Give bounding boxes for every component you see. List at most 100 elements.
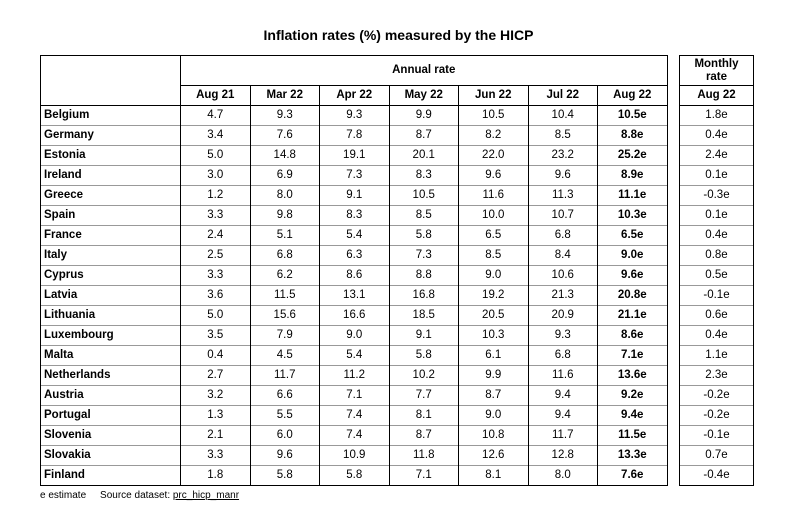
value-cell: 11.2 [319,365,390,386]
value-cell: 13.3e [597,445,668,466]
monthly-value-cell: 0.7e [679,445,754,466]
monthly-row: 0.1e [679,165,754,186]
value-cell: 9.6 [527,165,598,186]
monthly-value-cell: -0.1e [679,285,754,306]
value-cell: 14.8 [249,145,320,166]
monthly-value-cell: 2.4e [679,145,754,166]
monthly-value-cell: 1.1e [679,345,754,366]
table-row: Greece 1.2 8.0 9.1 10.5 11.6 11.3 11.1e [40,185,668,206]
value-cell: 6.0 [249,425,320,446]
country-cell: Malta [40,345,181,366]
country-cell: Slovenia [40,425,181,446]
table-row: Belgium 4.7 9.3 9.3 9.9 10.5 10.4 10.5e [40,105,668,126]
monthly-value-cell: 0.4e [679,125,754,146]
monthly-row: 0.5e [679,265,754,286]
value-cell: 8.2 [458,125,529,146]
value-cell: 7.9 [249,325,320,346]
value-cell: 2.1 [180,425,251,446]
country-cell: Portugal [40,405,181,426]
value-cell: 15.6 [249,305,320,326]
value-cell: 8.7 [458,385,529,406]
column-header: Aug 21 [180,85,251,106]
column-header: Mar 22 [249,85,320,106]
value-cell: 10.5 [458,105,529,126]
table-row: Lithuania 5.0 15.6 16.6 18.5 20.5 20.9 21.1e [40,305,668,326]
value-cell: 7.6e [597,465,668,486]
value-cell: 8.7 [388,425,459,446]
value-cell: 6.5 [458,225,529,246]
value-cell: 8.6e [597,325,668,346]
monthly-value-cell: 0.1e [679,205,754,226]
country-cell: Latvia [40,285,181,306]
value-cell: 0.4 [180,345,251,366]
value-cell: 10.2 [388,365,459,386]
value-cell: 10.0 [458,205,529,226]
country-cell: Cyprus [40,265,181,286]
country-cell: Belgium [40,105,181,126]
value-cell: 19.1 [319,145,390,166]
value-cell: 3.5 [180,325,251,346]
value-cell: 7.3 [319,165,390,186]
value-cell: 7.6 [249,125,320,146]
value-cell: 8.9e [597,165,668,186]
value-cell: 7.7 [388,385,459,406]
monthly-row: 1.8e [679,105,754,126]
value-cell: 6.1 [458,345,529,366]
value-cell: 5.0 [180,305,251,326]
country-cell: Austria [40,385,181,406]
column-header: Jun 22 [458,85,529,106]
value-cell: 9.0 [458,265,529,286]
value-cell: 22.0 [458,145,529,166]
value-cell: 9.3 [527,325,598,346]
value-cell: 23.2 [527,145,598,166]
monthly-row: -0.1e [679,425,754,446]
source-label: Source dataset: [100,490,171,501]
monthly-row: 0.6e [679,305,754,326]
value-cell: 20.9 [527,305,598,326]
value-cell: 8.8 [388,265,459,286]
table-row: Italy 2.5 6.8 6.3 7.3 8.5 8.4 9.0e [40,245,668,266]
monthly-row: -0.4e [679,465,754,486]
estimate-note: e estimate [40,490,87,501]
value-cell: 3.2 [180,385,251,406]
value-cell: 11.3 [527,185,598,206]
monthly-value-cell: 2.3e [679,365,754,386]
table-row: Germany 3.4 7.6 7.8 8.7 8.2 8.5 8.8e [40,125,668,146]
table-row: Estonia 5.0 14.8 19.1 20.1 22.0 23.2 25.2e [40,145,668,166]
country-cell: Ireland [40,165,181,186]
monthly-value-cell: -0.4e [679,465,754,486]
monthly-value-cell: 0.8e [679,245,754,266]
value-cell: 3.3 [180,265,251,286]
value-cell: 10.9 [319,445,390,466]
value-cell: 11.6 [527,365,598,386]
value-cell: 4.5 [249,345,320,366]
value-cell: 10.3e [597,205,668,226]
source-dataset-link[interactable]: prc_hicp_manr [172,490,240,501]
page-title: Inflation rates (%) measured by the HICP [263,27,534,43]
value-cell: 7.4 [319,425,390,446]
country-column-header [40,85,181,106]
monthly-value-cell: -0.3e [679,185,754,206]
value-cell: 9.9 [458,365,529,386]
value-cell: 9.3 [249,105,320,126]
value-cell: 5.8 [388,225,459,246]
value-cell: 11.8 [388,445,459,466]
value-cell: 8.4 [527,245,598,266]
value-cell: 11.6 [458,185,529,206]
value-cell: 11.5 [249,285,320,306]
table-row: Slovenia 2.1 6.0 7.4 8.7 10.8 11.7 11.5e [40,425,668,446]
monthly-value-cell: 0.1e [679,165,754,186]
value-cell: 8.8e [597,125,668,146]
value-cell: 3.0 [180,165,251,186]
value-cell: 8.0 [249,185,320,206]
value-cell: 9.0 [458,405,529,426]
value-cell: 5.4 [319,225,390,246]
value-cell: 9.3 [319,105,390,126]
monthly-row: 1.1e [679,345,754,366]
monthly-value-cell: 0.4e [679,325,754,346]
value-cell: 9.4 [527,405,598,426]
value-cell: 7.1e [597,345,668,366]
value-cell: 9.4 [527,385,598,406]
table-row: Cyprus 3.3 6.2 8.6 8.8 9.0 10.6 9.6e [40,265,668,286]
value-cell: 8.5 [388,205,459,226]
